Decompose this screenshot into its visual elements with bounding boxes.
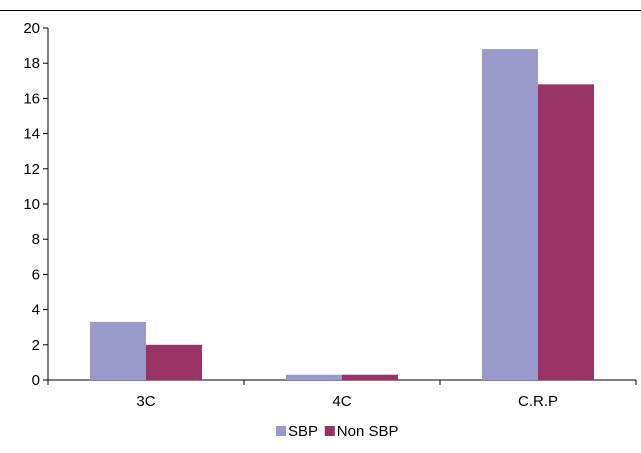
x-category-label: 3C <box>136 393 155 410</box>
bar-sbp-3c <box>90 321 146 380</box>
y-tick-label: 12 <box>23 161 40 178</box>
legend-swatch-sbp <box>276 426 286 436</box>
x-category-label: C.R.P <box>518 393 558 410</box>
y-tick-label: 10 <box>23 196 40 213</box>
x-category-label: 4C <box>332 393 351 410</box>
bar-sbp-crp <box>482 49 538 381</box>
legend: SBP Non SBP <box>276 423 399 440</box>
bar-non-sbp-crp <box>538 84 594 380</box>
y-tick-label: 14 <box>23 126 40 143</box>
y-tick-label: 4 <box>32 302 40 319</box>
y-tick-label: 20 <box>23 20 40 37</box>
y-tick-label: 2 <box>32 337 40 354</box>
y-axis: 0 2 4 6 8 10 12 14 16 18 20 <box>23 20 49 389</box>
y-tick-label: 16 <box>23 90 40 107</box>
x-axis: 3C 4C C.R.P <box>47 379 637 410</box>
y-tick-label: 18 <box>23 55 40 72</box>
legend-swatch-non-sbp <box>324 426 335 436</box>
bar-sbp-4c <box>286 374 342 380</box>
legend-label: Non SBP <box>337 423 399 440</box>
legend-label: SBP <box>288 423 318 440</box>
y-tick-label: 6 <box>32 266 40 283</box>
y-tick-label: 8 <box>32 231 40 248</box>
bar-non-sbp-3c <box>146 344 202 380</box>
bars <box>90 49 594 381</box>
bar-non-sbp-4c <box>342 374 398 380</box>
y-tick-label: 0 <box>32 372 40 389</box>
